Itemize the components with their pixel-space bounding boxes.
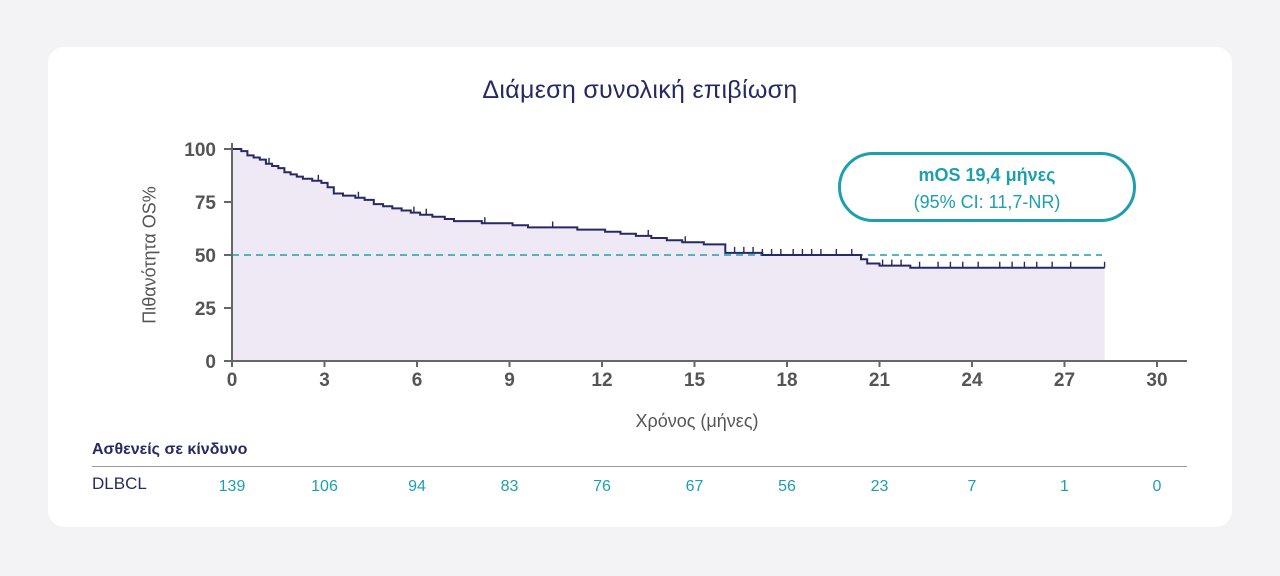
risk-table-value: 0 (1152, 478, 1162, 495)
median-os-value: mOS 19,4 μήνες (918, 165, 1056, 185)
risk-table-value: 56 (778, 478, 796, 495)
y-tick-label: 0 (205, 352, 216, 373)
risk-table-value: 94 (408, 478, 426, 495)
x-tick-label: 27 (1054, 370, 1075, 391)
risk-table-value: 83 (500, 478, 519, 495)
survival-curve (232, 148, 1105, 269)
median-os-annotation: mOS 19,4 μήνες (95% CI: 11,7-NR) (838, 152, 1136, 222)
risk-table-value: 1 (1060, 478, 1069, 495)
x-tick-label: 24 (961, 370, 983, 391)
y-tick-label: 50 (195, 246, 216, 267)
y-tick-label: 25 (195, 299, 217, 320)
x-tick-label: 18 (776, 370, 797, 391)
x-tick-label: 21 (869, 370, 891, 391)
risk-table-value: 23 (870, 478, 889, 495)
risk-table-row-label: DLBCL (92, 474, 147, 493)
risk-table-value: 106 (311, 478, 338, 495)
x-tick-label: 15 (684, 370, 706, 391)
risk-table-divider (92, 466, 1187, 467)
x-tick-label: 0 (227, 370, 238, 391)
y-tick-label: 75 (195, 193, 217, 214)
x-tick-label: 3 (319, 370, 330, 391)
x-tick-label: 30 (1146, 370, 1167, 391)
risk-table-value: 76 (593, 478, 611, 495)
x-tick-label: 6 (412, 370, 423, 391)
risk-table-title: Ασθενείς σε κίνδυνο (92, 441, 248, 458)
median-os-ci: (95% CI: 11,7-NR) (913, 192, 1061, 212)
y-tick-label: 100 (184, 140, 216, 161)
x-tick-label: 12 (591, 370, 612, 391)
x-axis-label: Χρόνος (μήνες) (635, 411, 758, 431)
x-tick-label: 9 (504, 370, 515, 391)
risk-table-value: 139 (218, 478, 246, 495)
risk-table-value: 7 (967, 478, 977, 495)
risk-table-value: 67 (685, 478, 704, 495)
chart-title: Διάμεση συνολική επιβίωση (482, 76, 798, 104)
